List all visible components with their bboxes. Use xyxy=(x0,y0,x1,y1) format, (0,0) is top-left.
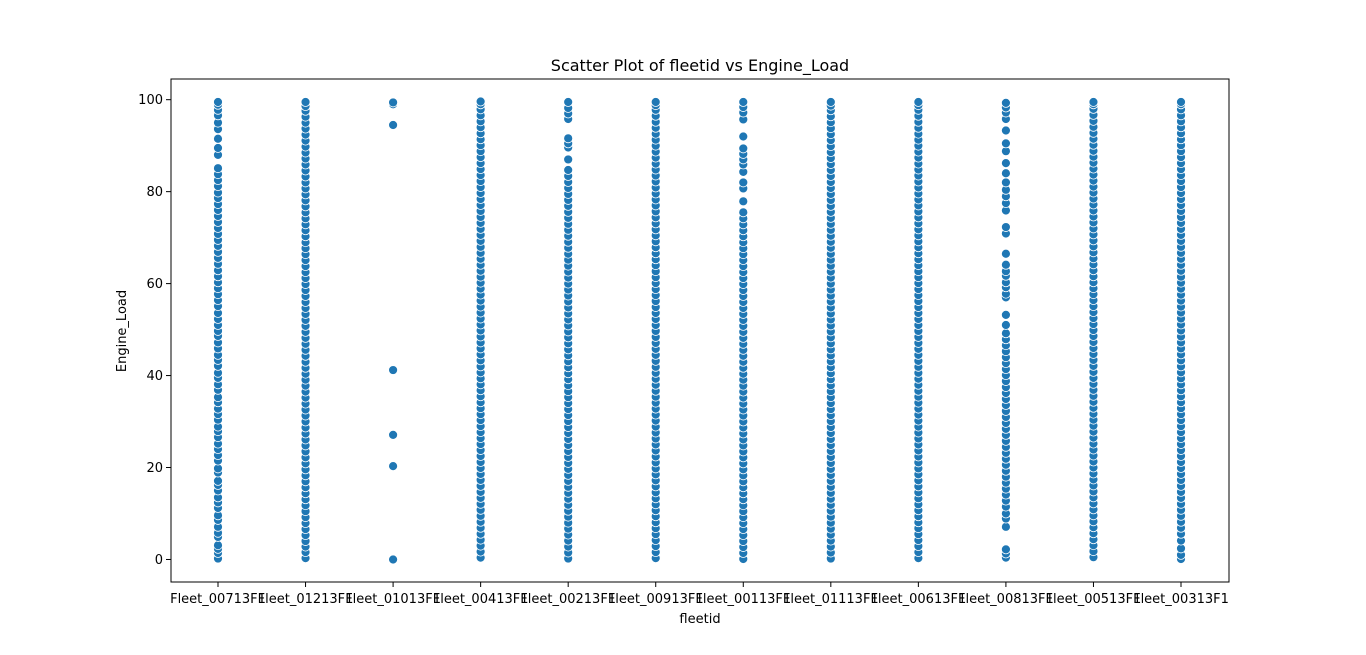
plot-frame xyxy=(170,78,1230,583)
data-point xyxy=(1001,248,1011,259)
data-point xyxy=(1001,328,1011,339)
x-tick-label: Fleet_01013F1 xyxy=(345,592,441,607)
data-point xyxy=(1176,97,1186,107)
data-point xyxy=(738,143,749,154)
y-tick-label: 80 xyxy=(146,185,163,200)
data-point xyxy=(913,97,924,107)
data-point xyxy=(1001,177,1011,188)
x-axis-label: fleetid xyxy=(679,612,720,627)
data-point xyxy=(1001,309,1011,320)
data-point xyxy=(300,97,311,107)
x-tick-label: Fleet_00813F1 xyxy=(958,592,1054,607)
data-point xyxy=(738,196,749,207)
data-point xyxy=(388,461,398,472)
data-point xyxy=(388,429,398,440)
data-point xyxy=(213,475,223,486)
x-tick-label: Fleet_00913F1 xyxy=(608,592,704,607)
y-axis-ticks: 0 20 40 60 80 100 xyxy=(138,93,171,568)
data-point xyxy=(738,177,749,188)
data-point xyxy=(388,97,398,108)
data-point xyxy=(388,554,398,565)
data-point xyxy=(825,97,836,107)
data-point xyxy=(388,120,398,130)
y-axis-label: Engine_Load xyxy=(115,290,130,372)
data-point xyxy=(388,365,398,375)
chart-title: Scatter Plot of fleetid vs Engine_Load xyxy=(551,56,849,76)
data-point xyxy=(1001,98,1011,108)
data-point xyxy=(1001,222,1011,232)
y-tick-label: 100 xyxy=(138,93,163,108)
x-axis-ticks: Fleet_00713F1Fleet_01213F1Fleet_01013F1F… xyxy=(170,582,1229,607)
data-point xyxy=(1001,158,1011,169)
y-tick-label: 60 xyxy=(146,277,163,292)
x-tick-label: Fleet_00513F1 xyxy=(1046,592,1142,607)
data-point xyxy=(738,207,749,218)
data-point xyxy=(650,97,661,107)
data-point xyxy=(563,97,574,107)
x-tick-label: Fleet_00713F1 xyxy=(170,592,266,607)
points-layer xyxy=(213,96,1186,565)
x-tick-label: Fleet_01113F1 xyxy=(783,592,879,607)
data-point xyxy=(213,143,223,153)
data-point xyxy=(1001,521,1011,532)
data-point xyxy=(563,165,574,175)
y-tick-label: 0 xyxy=(155,553,163,568)
x-tick-label: Fleet_00113F1 xyxy=(695,592,791,607)
data-point xyxy=(213,133,223,144)
data-point xyxy=(1001,138,1011,149)
y-tick-label: 20 xyxy=(146,461,163,476)
data-point xyxy=(475,96,486,107)
data-point xyxy=(213,540,223,551)
x-tick-label: Fleet_00413F1 xyxy=(433,592,529,607)
data-point xyxy=(738,97,749,107)
x-tick-label: Fleet_01213F1 xyxy=(258,592,354,607)
x-tick-label: Fleet_00613F1 xyxy=(870,592,966,607)
data-point xyxy=(213,163,223,174)
data-point xyxy=(563,154,574,165)
data-point xyxy=(213,97,223,107)
data-point xyxy=(563,133,574,144)
y-tick-label: 40 xyxy=(146,369,163,384)
data-point xyxy=(1088,97,1099,107)
data-point xyxy=(1001,320,1011,330)
data-point xyxy=(1001,168,1011,179)
data-point xyxy=(1001,125,1011,136)
x-tick-label: Fleet_00213F1 xyxy=(520,592,616,607)
data-point xyxy=(1001,544,1011,555)
data-point xyxy=(738,131,749,142)
data-point xyxy=(1001,259,1011,270)
x-tick-label: Fleet_00313F1 xyxy=(1133,592,1229,607)
